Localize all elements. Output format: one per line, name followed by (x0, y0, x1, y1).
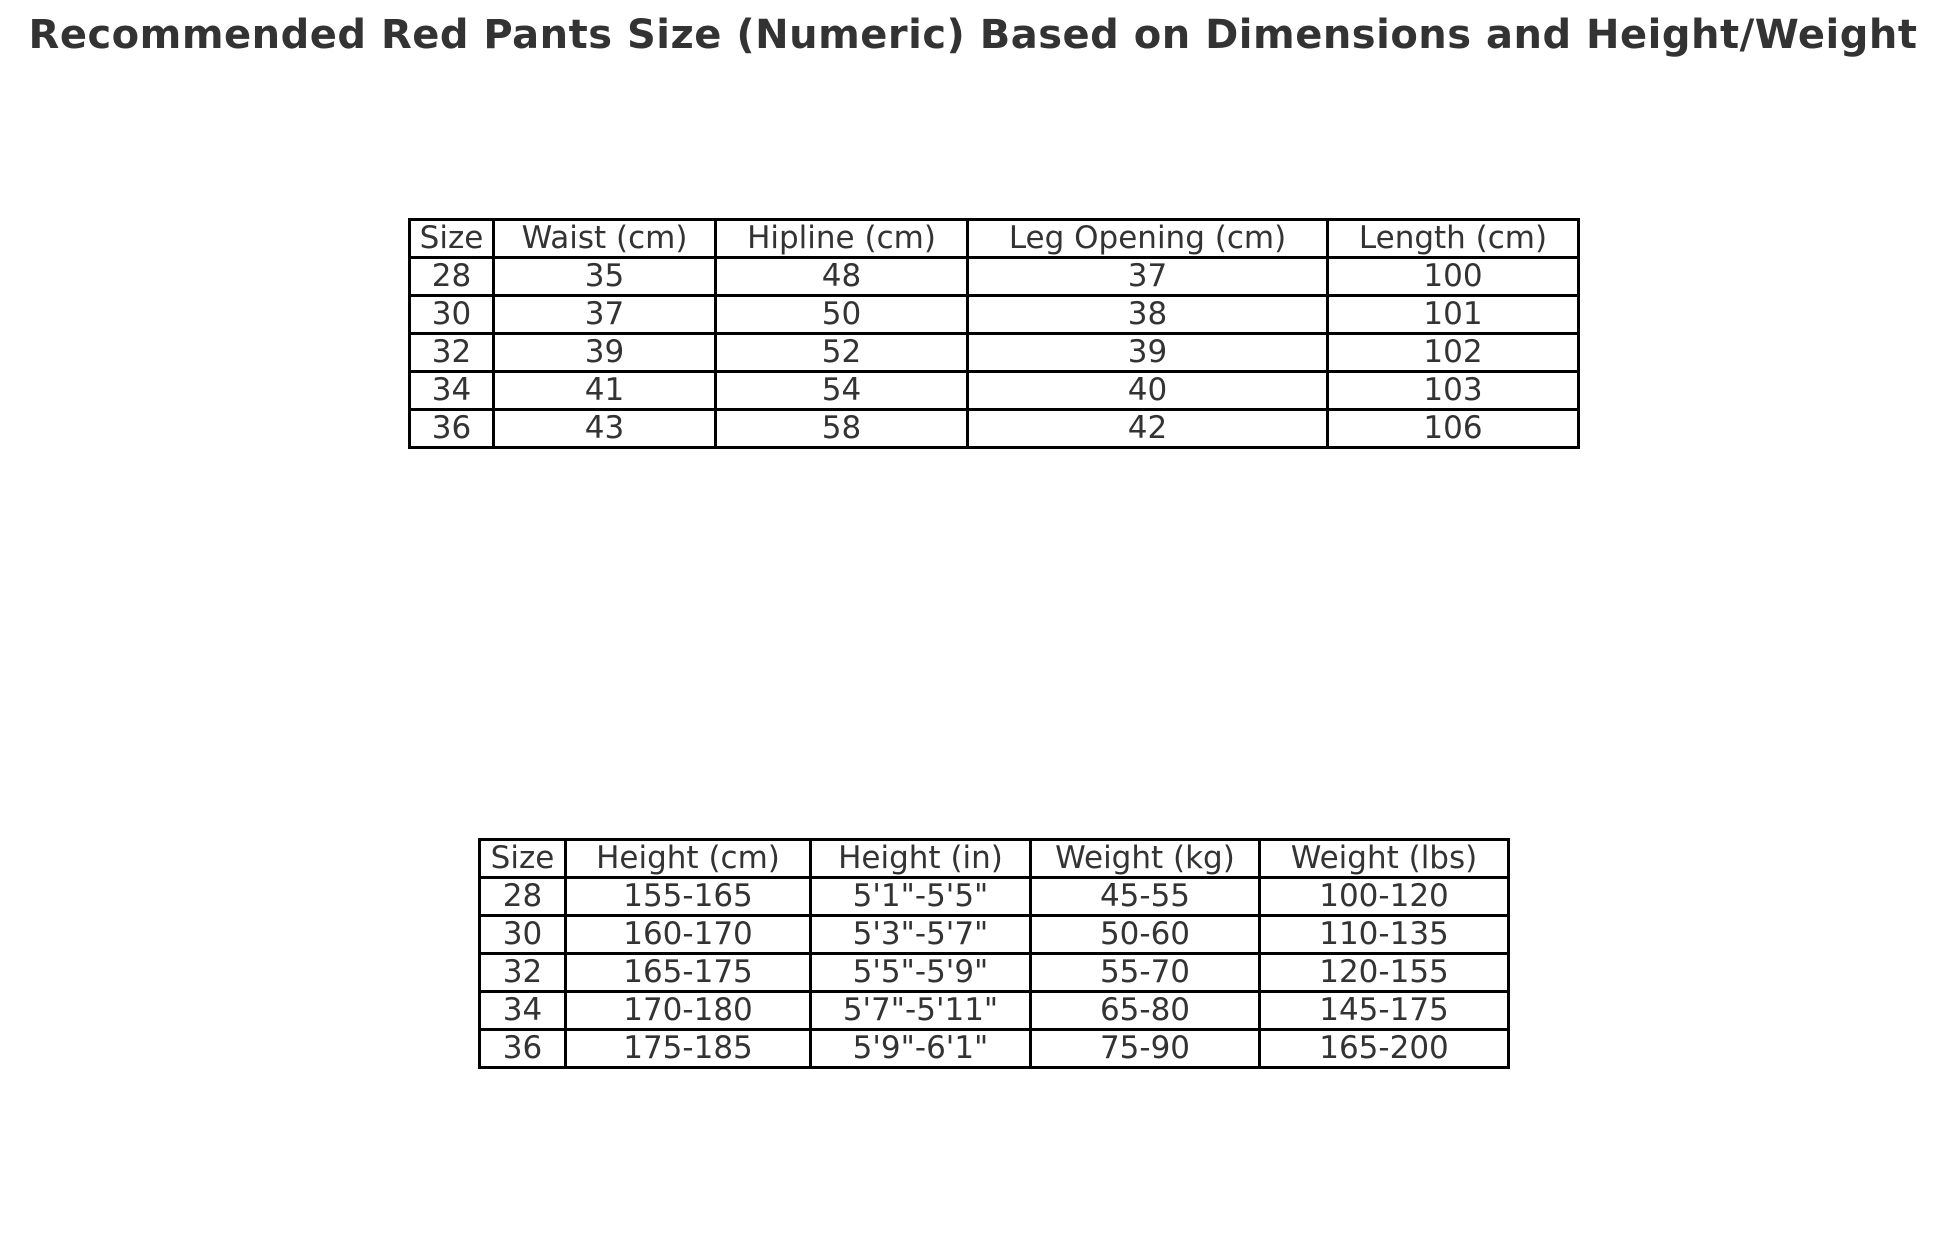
table-cell: 160-170 (564, 914, 812, 955)
table-row: 28 35 48 37 100 (408, 256, 1580, 297)
table-cell: 170-180 (564, 990, 812, 1031)
dimensions-table-container: Size Waist (cm) Hipline (cm) Leg Opening (c… (408, 218, 1580, 449)
table-cell: 41 (492, 370, 717, 411)
table-cell: 50-60 (1029, 914, 1261, 955)
table-cell: 5'3"-5'7" (809, 914, 1032, 955)
table-cell: 5'1"-5'5" (809, 876, 1032, 917)
table-cell: 106 (1326, 408, 1580, 449)
table-cell: 165-200 (1258, 1028, 1510, 1069)
table-cell: 5'9"-6'1" (809, 1028, 1032, 1069)
table-row: 32 165-175 5'5"-5'9" 55-70 120-155 (478, 952, 1510, 993)
table-cell: 36 (408, 408, 495, 449)
table-row: 36 175-185 5'9"-6'1" 75-90 165-200 (478, 1028, 1510, 1069)
table-cell: 32 (408, 332, 495, 373)
table-cell: 100-120 (1258, 876, 1510, 917)
table-cell: 165-175 (564, 952, 812, 993)
table-cell: 28 (478, 876, 567, 917)
column-header: Height (in) (809, 838, 1032, 879)
table-cell: 100 (1326, 256, 1580, 297)
table-row: 32 39 52 39 102 (408, 332, 1580, 373)
height-weight-table: Size Height (cm) Height (in) Weight (kg) Wei… (478, 838, 1510, 1069)
table-cell: 45-55 (1029, 876, 1261, 917)
table-cell: 39 (966, 332, 1329, 373)
table-cell: 38 (966, 294, 1329, 335)
table-row: 34 41 54 40 103 (408, 370, 1580, 411)
table-cell: 120-155 (1258, 952, 1510, 993)
column-header: Length (cm) (1326, 218, 1580, 259)
column-header: Hipline (cm) (714, 218, 969, 259)
table-cell: 55-70 (1029, 952, 1261, 993)
table-cell: 34 (408, 370, 495, 411)
table-cell: 35 (492, 256, 717, 297)
table-row: 28 155-165 5'1"-5'5" 45-55 100-120 (478, 876, 1510, 917)
column-header: Height (cm) (564, 838, 812, 879)
column-header: Size (408, 218, 495, 259)
table-cell: 36 (478, 1028, 567, 1069)
table-cell: 30 (478, 914, 567, 955)
table-cell: 39 (492, 332, 717, 373)
dimensions-table: Size Waist (cm) Hipline (cm) Leg Opening (c… (408, 218, 1580, 449)
table-cell: 30 (408, 294, 495, 335)
table-cell: 50 (714, 294, 969, 335)
table-row: 30 160-170 5'3"-5'7" 50-60 110-135 (478, 914, 1510, 955)
table-cell: 145-175 (1258, 990, 1510, 1031)
table-cell: 75-90 (1029, 1028, 1261, 1069)
column-header: Waist (cm) (492, 218, 717, 259)
table-cell: 103 (1326, 370, 1580, 411)
table-row: 34 170-180 5'7"-5'11" 65-80 145-175 (478, 990, 1510, 1031)
column-header: Weight (kg) (1029, 838, 1261, 879)
table-cell: 101 (1326, 294, 1580, 335)
table-cell: 48 (714, 256, 969, 297)
table-cell: 40 (966, 370, 1329, 411)
figure-title: Recommended Red Pants Size (Numeric) Bas… (28, 12, 1918, 58)
column-header: Leg Opening (cm) (966, 218, 1329, 259)
table-cell: 54 (714, 370, 969, 411)
table-cell: 58 (714, 408, 969, 449)
height-weight-table-container: Size Height (cm) Height (in) Weight (kg) Wei… (478, 838, 1510, 1069)
column-header: Size (478, 838, 567, 879)
table-cell: 37 (966, 256, 1329, 297)
table-cell: 65-80 (1029, 990, 1261, 1031)
table-row: 30 37 50 38 101 (408, 294, 1580, 335)
table-cell: 34 (478, 990, 567, 1031)
table-cell: 28 (408, 256, 495, 297)
table-cell: 43 (492, 408, 717, 449)
table-cell: 175-185 (564, 1028, 812, 1069)
table-cell: 42 (966, 408, 1329, 449)
table-cell: 32 (478, 952, 567, 993)
header-row: Size Waist (cm) Hipline (cm) Leg Opening (c… (408, 218, 1580, 259)
header-row: Size Height (cm) Height (in) Weight (kg) Wei… (478, 838, 1510, 879)
table-cell: 110-135 (1258, 914, 1510, 955)
table-row: 36 43 58 42 106 (408, 408, 1580, 449)
table-cell: 37 (492, 294, 717, 335)
table-cell: 5'7"-5'11" (809, 990, 1032, 1031)
table-cell: 102 (1326, 332, 1580, 373)
table-cell: 155-165 (564, 876, 812, 917)
table-cell: 52 (714, 332, 969, 373)
table-cell: 5'5"-5'9" (809, 952, 1032, 993)
column-header: Weight (lbs) (1258, 838, 1510, 879)
